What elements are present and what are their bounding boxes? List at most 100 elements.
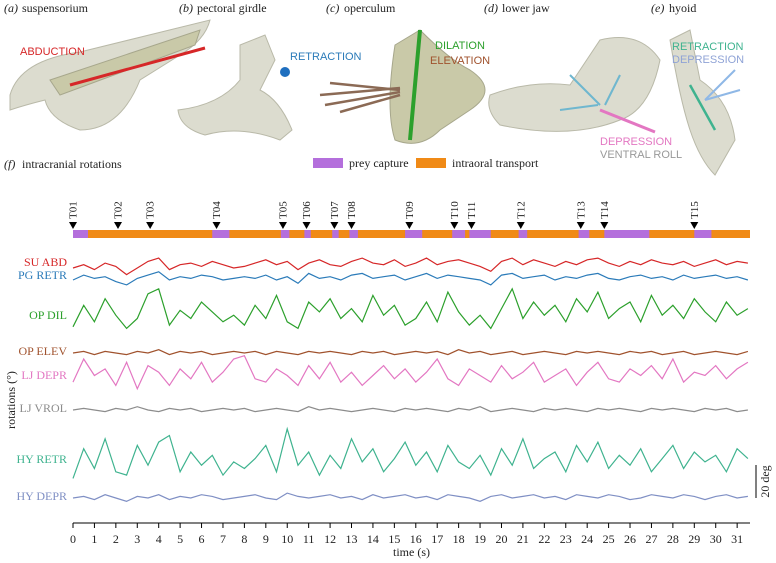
annotation: VENTRAL ROLL (600, 149, 682, 161)
capture-segment (694, 230, 712, 238)
event-marker (278, 222, 287, 229)
trace-label: LJ VROL (20, 401, 67, 415)
annotation: ABDUCTION (20, 46, 85, 58)
x-tick-label: 21 (517, 532, 529, 546)
event-label: T08 (346, 201, 358, 219)
event-marker (330, 222, 339, 229)
event-marker (516, 222, 525, 229)
x-tick-label: 9 (263, 532, 269, 546)
trace (72, 426, 749, 479)
trace-label: HY DEPR (16, 489, 67, 503)
annotation: RETRACTION (672, 41, 744, 53)
x-tick-label: 3 (134, 532, 140, 546)
event-label: T14 (599, 201, 611, 219)
event-label: T03 (145, 201, 157, 219)
event-label: T09 (404, 201, 416, 219)
trace (72, 492, 748, 502)
panel-name: hyoid (669, 1, 696, 15)
trace (72, 271, 749, 286)
trace-label: OP ELEV (18, 344, 67, 358)
x-tick-label: 1 (91, 532, 97, 546)
trace-label: LJ DEPR (21, 368, 67, 382)
trace-label: SU ABD (24, 255, 67, 269)
capture-segment (349, 230, 358, 238)
trace (72, 406, 748, 413)
x-tick-label: 28 (667, 532, 679, 546)
panel-letter: (e) (651, 1, 664, 15)
event-marker (302, 222, 311, 229)
x-tick-label: 23 (560, 532, 572, 546)
x-tick-label: 17 (431, 532, 443, 546)
x-tick-label: 30 (710, 532, 722, 546)
x-tick-label: 18 (453, 532, 465, 546)
annotation: DEPRESSION (672, 54, 744, 66)
capture-segment (518, 230, 528, 238)
event-label: T02 (113, 201, 125, 219)
capture-segment (280, 230, 290, 238)
capture-segment (604, 230, 650, 238)
capture-segment (578, 230, 590, 238)
x-tick-label: 10 (281, 532, 293, 546)
legend-swatch (313, 158, 343, 168)
panel-letter: (d) (484, 1, 498, 15)
panel-name: suspensorium (22, 1, 89, 15)
event-label: T10 (449, 201, 461, 219)
capture-segment (304, 230, 311, 238)
annotation: RETRACTION (290, 51, 362, 63)
x-tick-label: 5 (177, 532, 183, 546)
x-tick-label: 24 (581, 532, 593, 546)
x-tick-label: 13 (346, 532, 358, 546)
capture-segment (405, 230, 423, 238)
event-marker (467, 222, 476, 229)
legend-label: prey capture (349, 156, 409, 170)
capture-segment (452, 230, 466, 238)
panel-name: lower jaw (502, 1, 550, 15)
annotation: DILATION (435, 40, 485, 52)
x-axis-label: time (s) (393, 545, 430, 559)
x-tick-label: 25 (603, 532, 615, 546)
legend-label: intraoral transport (452, 156, 539, 170)
event-label: T01 (68, 201, 80, 219)
trace (72, 354, 749, 391)
x-tick-label: 27 (645, 532, 657, 546)
event-label: T07 (329, 201, 341, 219)
event-marker (450, 222, 459, 229)
panel-title: intracranial rotations (22, 157, 122, 171)
bone-images (9, 19, 741, 176)
trace-label: HY RETR (16, 452, 67, 466)
event-label: T04 (211, 201, 223, 219)
panel-letter: (a) (4, 1, 18, 15)
annotation: ELEVATION (430, 55, 490, 67)
scale-bar-label: 20 deg (758, 465, 772, 497)
legend-swatch (416, 158, 446, 168)
trace-label: OP DIL (29, 308, 67, 322)
panel-letter: (f) (4, 157, 15, 171)
event-label: T06 (301, 201, 313, 219)
x-tick-label: 26 (624, 532, 636, 546)
trace (72, 287, 749, 330)
event-label: T12 (515, 201, 527, 219)
x-tick-label: 15 (388, 532, 400, 546)
x-tick-label: 2 (113, 532, 119, 546)
capture-segment (332, 230, 339, 238)
panel-letter: (b) (179, 1, 193, 15)
event-marker (212, 222, 221, 229)
x-tick-label: 0 (70, 532, 76, 546)
event-marker (113, 222, 122, 229)
event-marker (690, 222, 699, 229)
x-tick-label: 8 (241, 532, 247, 546)
x-tick-label: 16 (410, 532, 422, 546)
event-marker (69, 222, 77, 229)
event-marker (347, 222, 356, 229)
x-tick-label: 14 (367, 532, 379, 546)
event-marker (405, 222, 414, 229)
panel-letter: (c) (326, 1, 339, 15)
trace (72, 349, 749, 356)
annotation: DEPRESSION (600, 136, 672, 148)
x-tick-label: 19 (474, 532, 486, 546)
capture-segment (469, 230, 491, 238)
x-tick-label: 7 (220, 532, 226, 546)
x-tick-label: 12 (324, 532, 336, 546)
trace-label: PG RETR (18, 268, 67, 282)
